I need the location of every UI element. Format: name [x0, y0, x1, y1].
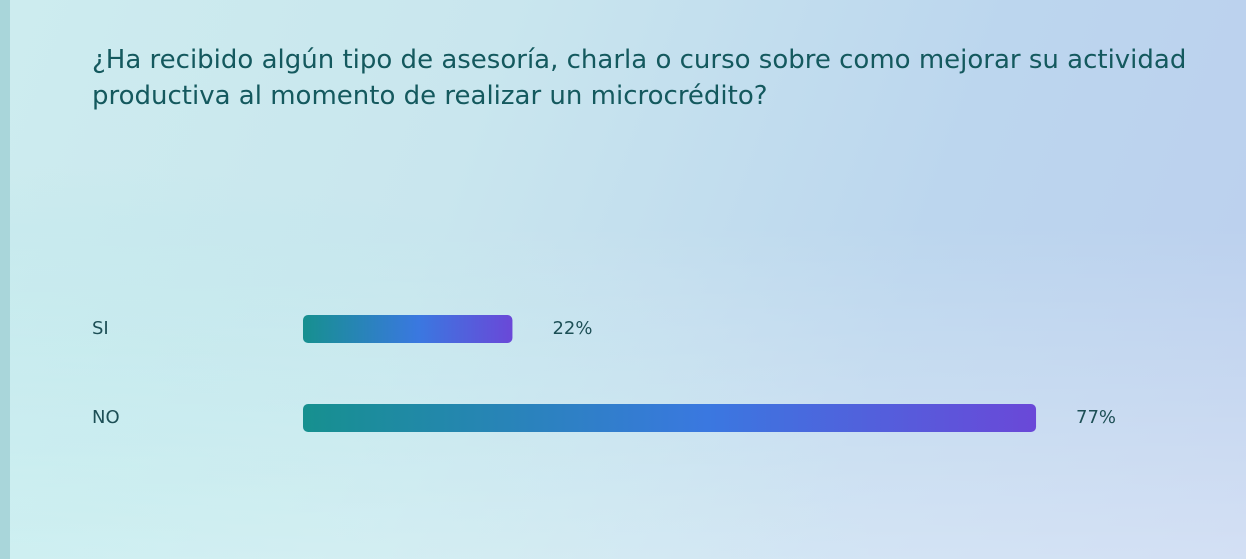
- value-label: 22%: [552, 318, 592, 339]
- bar: [303, 404, 1037, 432]
- chart-title: ¿Ha recibido algún tipo de asesoría, cha…: [92, 45, 1187, 111]
- chart: SI 22% NO 77%: [92, 315, 1116, 432]
- category-label: NO: [92, 407, 120, 428]
- category-label: SI: [92, 318, 109, 339]
- bar: [303, 315, 513, 343]
- value-label: 77%: [1076, 407, 1116, 428]
